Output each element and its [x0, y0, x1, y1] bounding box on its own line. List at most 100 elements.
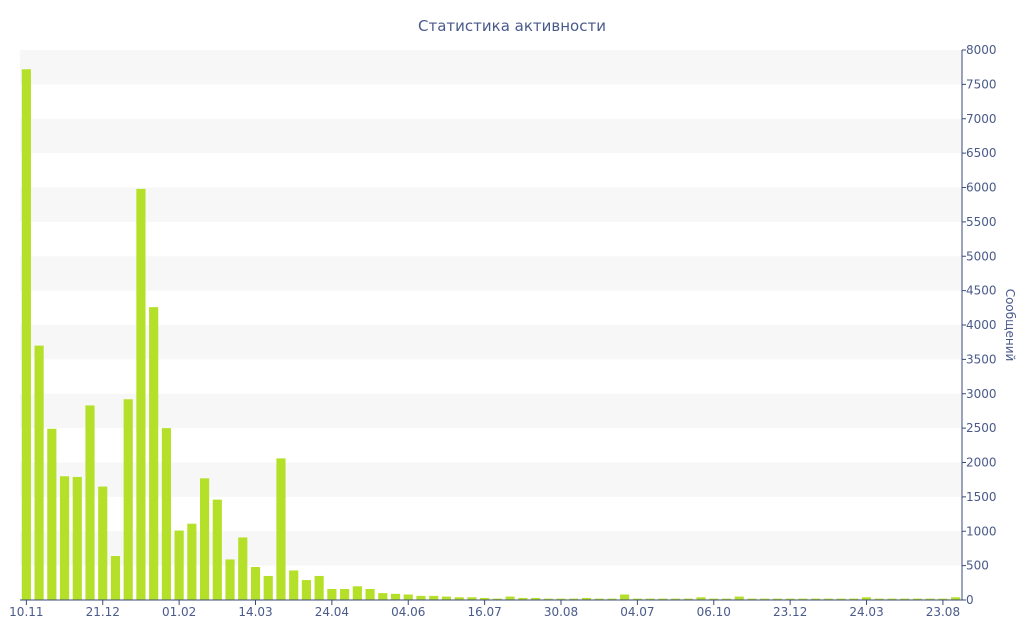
- y-tick-label: 1000: [966, 524, 997, 538]
- bar: [925, 598, 935, 600]
- bar: [696, 597, 706, 600]
- bar: [887, 598, 897, 600]
- bar: [594, 598, 604, 600]
- y-tick-label: 0: [966, 593, 974, 607]
- grid-band: [20, 531, 962, 566]
- grid-band: [20, 256, 962, 291]
- bar: [581, 597, 592, 600]
- bar: [429, 595, 439, 600]
- y-tick-label: 3000: [966, 387, 997, 401]
- bar: [454, 597, 464, 600]
- x-tick-label: 23.08: [926, 605, 960, 619]
- x-tick-label: 24.03: [849, 605, 883, 619]
- bar: [658, 598, 668, 600]
- bar: [811, 598, 821, 600]
- y-tick-label: 4000: [966, 318, 997, 332]
- bar: [352, 586, 362, 600]
- bar: [21, 69, 31, 600]
- bar: [683, 598, 693, 600]
- bar: [47, 428, 57, 600]
- bar: [136, 188, 146, 600]
- x-tick-label: 04.07: [620, 605, 654, 619]
- bar: [340, 589, 350, 600]
- bar: [823, 598, 833, 600]
- bar: [543, 598, 553, 600]
- bar: [263, 575, 273, 600]
- y-tick-label: 5500: [966, 215, 997, 229]
- bar: [110, 556, 121, 600]
- x-tick-label: 16.07: [467, 605, 501, 619]
- x-tick-label: 06.10: [697, 605, 731, 619]
- grid-band: [20, 118, 962, 154]
- bar: [938, 598, 948, 600]
- y-tick-label: 5000: [966, 249, 997, 263]
- bar: [518, 597, 528, 600]
- bar: [569, 598, 579, 600]
- x-tick-label: 23.12: [773, 605, 807, 619]
- bar: [416, 595, 426, 600]
- bar: [365, 589, 375, 600]
- bar: [85, 405, 95, 600]
- bars-group: [21, 69, 961, 600]
- x-tick-label: 30.08: [544, 605, 578, 619]
- grid-band: [20, 393, 962, 429]
- bar: [301, 580, 312, 600]
- bar: [861, 597, 872, 600]
- bar: [276, 458, 286, 600]
- bar: [709, 598, 719, 600]
- bar: [59, 476, 70, 600]
- bar: [645, 598, 655, 600]
- y-tick-label: 6500: [966, 146, 997, 160]
- y-tick-label: 500: [966, 559, 989, 573]
- bar: [900, 598, 910, 600]
- y-tick-label: 7000: [966, 112, 997, 126]
- bar: [607, 598, 617, 600]
- grid-band: [20, 50, 962, 85]
- bar: [670, 598, 681, 600]
- bar: [912, 598, 923, 600]
- bar: [123, 399, 133, 600]
- bar: [530, 597, 541, 600]
- bar: [480, 597, 490, 600]
- bar: [187, 523, 197, 600]
- y-tick-label: 3500: [966, 352, 997, 366]
- y-tick-label: 4500: [966, 284, 997, 298]
- bar: [289, 570, 299, 600]
- bar: [250, 567, 261, 600]
- bar: [225, 559, 235, 600]
- bar: [951, 597, 961, 600]
- bar: [390, 593, 401, 600]
- bar: [849, 598, 859, 600]
- y-tick-label: 2000: [966, 456, 997, 470]
- x-tick-label: 14.03: [238, 605, 272, 619]
- y-tick-label: 7500: [966, 77, 997, 91]
- bar: [441, 596, 452, 600]
- grid-band: [20, 462, 962, 497]
- y-tick-label: 2500: [966, 421, 997, 435]
- bar: [327, 589, 337, 600]
- x-tick-label: 04.06: [391, 605, 425, 619]
- bar: [632, 598, 642, 600]
- y-tick-label: 6000: [966, 181, 997, 195]
- bar: [378, 593, 388, 600]
- grid-bands: [20, 50, 962, 566]
- bar: [505, 596, 515, 600]
- bar: [747, 598, 757, 600]
- x-tick-label: 01.02: [162, 605, 196, 619]
- bar: [238, 537, 248, 600]
- x-tick-label: 10.11: [9, 605, 43, 619]
- chart-title: Статистика активности: [418, 17, 606, 35]
- bar: [620, 594, 630, 600]
- bar: [161, 428, 171, 600]
- bar: [734, 596, 744, 600]
- y-tick-label: 1500: [966, 490, 997, 504]
- bar: [174, 530, 184, 600]
- bar: [785, 598, 795, 600]
- bar: [149, 307, 159, 600]
- bar: [98, 486, 108, 600]
- bar: [314, 575, 324, 600]
- x-tick-label: 21.12: [86, 605, 120, 619]
- bar: [721, 598, 732, 600]
